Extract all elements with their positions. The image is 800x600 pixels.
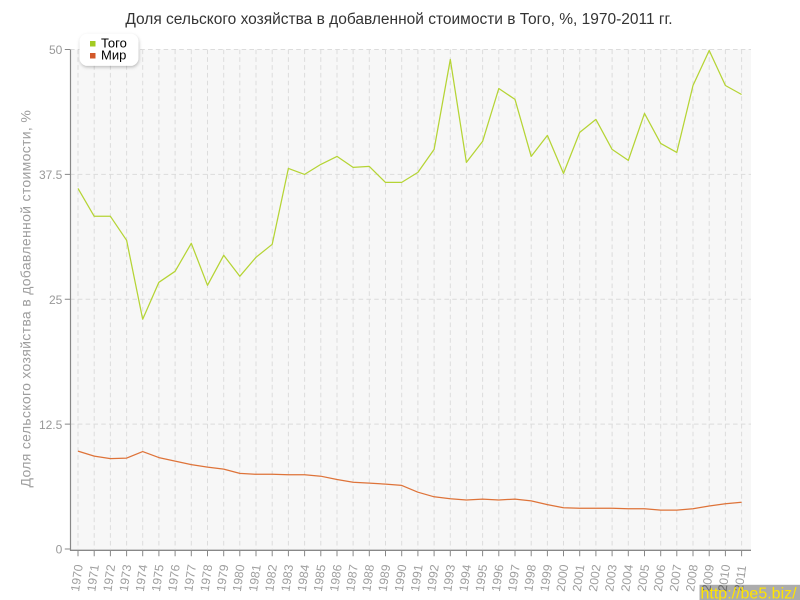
svg-text:1973: 1973: [117, 563, 135, 592]
svg-text:1978: 1978: [198, 563, 216, 592]
svg-text:2007: 2007: [667, 563, 685, 592]
svg-text:50: 50: [49, 43, 63, 57]
svg-text:Доля сельского хозяйства в доб: Доля сельского хозяйства в добавленной с…: [125, 11, 672, 28]
svg-text:2011: 2011: [732, 564, 750, 593]
svg-text:1974: 1974: [133, 563, 151, 592]
svg-text:2000: 2000: [554, 563, 572, 592]
svg-text:2001: 2001: [570, 563, 588, 592]
svg-text:2008: 2008: [683, 563, 701, 592]
svg-text:1986: 1986: [327, 563, 345, 592]
svg-text:1983: 1983: [279, 563, 297, 592]
svg-text:1996: 1996: [489, 563, 507, 592]
svg-text:1989: 1989: [376, 563, 394, 592]
svg-text:25: 25: [49, 293, 63, 307]
svg-text:1979: 1979: [214, 563, 232, 592]
svg-text:Того: Того: [101, 35, 127, 50]
svg-text:1991: 1991: [408, 563, 426, 592]
svg-text:1988: 1988: [359, 563, 377, 592]
svg-text:2002: 2002: [586, 563, 604, 592]
svg-text:http://be5.biz/: http://be5.biz/: [701, 585, 798, 600]
svg-text:1994: 1994: [457, 563, 475, 592]
svg-text:1977: 1977: [181, 563, 199, 592]
svg-text:0: 0: [56, 543, 63, 557]
svg-text:1982: 1982: [262, 563, 280, 592]
svg-text:2006: 2006: [651, 563, 669, 592]
svg-text:1999: 1999: [538, 563, 556, 592]
svg-text:1972: 1972: [101, 563, 119, 592]
svg-text:2005: 2005: [635, 563, 653, 592]
svg-text:1998: 1998: [521, 563, 539, 592]
svg-text:1981: 1981: [246, 563, 264, 592]
svg-text:1995: 1995: [473, 563, 491, 592]
svg-text:1970: 1970: [68, 563, 86, 592]
svg-text:2004: 2004: [618, 563, 636, 592]
svg-text:12.5: 12.5: [39, 418, 63, 432]
svg-text:2003: 2003: [602, 563, 620, 592]
svg-text:1992: 1992: [424, 563, 442, 592]
svg-text:1984: 1984: [295, 563, 313, 592]
svg-text:1975: 1975: [149, 563, 167, 592]
svg-text:37.5: 37.5: [39, 168, 63, 182]
svg-text:1985: 1985: [311, 563, 329, 592]
svg-text:1980: 1980: [230, 563, 248, 592]
svg-text:Мир: Мир: [101, 47, 126, 62]
svg-text:1971: 1971: [84, 563, 102, 592]
svg-text:1976: 1976: [165, 563, 183, 592]
svg-text:Доля сельского хозяйства в доб: Доля сельского хозяйства в добавленной с…: [18, 110, 34, 488]
svg-text:1997: 1997: [505, 563, 523, 592]
svg-text:1987: 1987: [343, 563, 361, 592]
svg-text:2009: 2009: [699, 563, 717, 593]
svg-text:1990: 1990: [392, 563, 410, 592]
svg-text:1993: 1993: [440, 563, 458, 592]
svg-text:2010: 2010: [716, 563, 734, 593]
